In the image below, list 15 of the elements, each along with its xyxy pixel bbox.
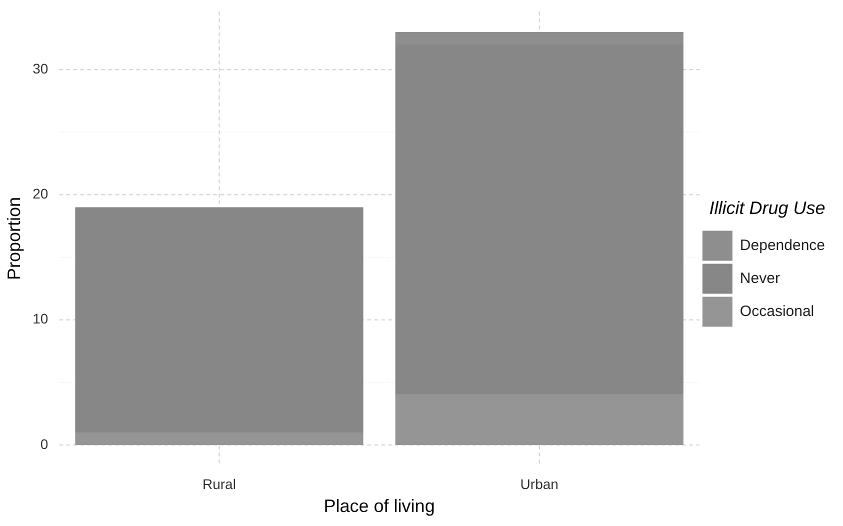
y-axis-title: Proportion bbox=[4, 196, 24, 280]
y-tick-label: 0 bbox=[40, 436, 48, 452]
bar bbox=[75, 207, 364, 432]
legend-label: Occasional bbox=[740, 302, 814, 320]
x-tick-label: Urban bbox=[520, 476, 558, 492]
bar bbox=[395, 394, 684, 445]
y-tick-label: 10 bbox=[32, 310, 48, 327]
y-tick-label: 30 bbox=[32, 60, 48, 76]
x-axis-title: Place of living bbox=[324, 496, 435, 516]
legend-label: Dependence bbox=[740, 236, 826, 254]
y-tick-label: 20 bbox=[32, 186, 48, 202]
legend-label: Never bbox=[740, 270, 780, 287]
bar bbox=[75, 432, 364, 445]
legend-title: Illicit Drug Use bbox=[709, 198, 826, 218]
x-tick-label: Rural bbox=[202, 476, 236, 492]
